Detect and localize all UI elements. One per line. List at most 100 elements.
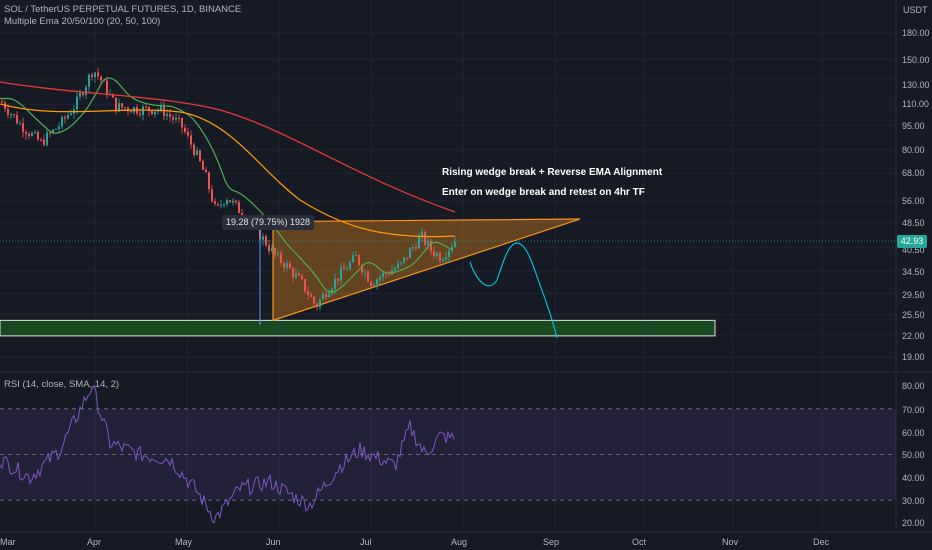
candle (124, 107, 126, 109)
candle (448, 250, 450, 258)
currency-unit: USDT (903, 5, 928, 15)
rsi-line (0, 384, 455, 524)
candle (106, 80, 108, 95)
candle (400, 262, 402, 264)
candle (181, 117, 183, 128)
price-tick: 56.00 (902, 196, 925, 206)
rsi-tick: 70.00 (902, 405, 925, 415)
candle (151, 110, 153, 115)
candle (223, 204, 225, 206)
candle (316, 303, 318, 308)
candle (277, 253, 279, 255)
candle (193, 144, 195, 155)
price-tick: 180.00 (902, 28, 930, 38)
candle (340, 267, 342, 281)
rising-wedge[interactable] (272, 218, 581, 322)
candle (313, 296, 315, 304)
candle (301, 275, 303, 280)
candle (358, 255, 360, 266)
candle (37, 132, 39, 140)
candle (370, 281, 372, 287)
candle (439, 253, 441, 262)
candle (319, 299, 321, 308)
candle (208, 172, 210, 190)
candle (361, 265, 363, 273)
candle (274, 248, 276, 255)
ema-indicator-label[interactable]: Multiple Ema 20/50/100 (20, 50, 100) (4, 16, 161, 27)
candle (79, 92, 81, 97)
candle (217, 203, 219, 206)
candle (76, 96, 78, 110)
candle (418, 236, 420, 249)
annotation-entry-plan[interactable]: Enter on wedge break and retest on 4hr T… (442, 187, 645, 198)
candle (88, 74, 90, 87)
price-tick: 34.50 (902, 267, 925, 277)
price-tick: 25.50 (902, 310, 925, 320)
candle (43, 139, 45, 145)
candle (187, 132, 189, 136)
candle (346, 268, 348, 270)
time-tick: Dec (813, 537, 830, 547)
time-tick: Apr (87, 537, 102, 547)
time-tick: Jul (360, 537, 372, 547)
time-tick: Mar (0, 537, 16, 547)
candle (196, 150, 198, 155)
candle (85, 86, 87, 96)
price-tick: 80.00 (902, 145, 925, 155)
candle (427, 241, 429, 245)
projection-path[interactable] (469, 242, 558, 339)
candle (226, 200, 228, 205)
rsi-indicator-label[interactable]: RSI (14, close, SMA, 14, 2) (4, 379, 120, 390)
support-zone[interactable] (0, 319, 716, 337)
candle (280, 253, 282, 263)
candle (1, 101, 3, 103)
candle (454, 241, 456, 248)
candle (25, 132, 27, 134)
candle (292, 268, 294, 278)
candle (376, 279, 378, 285)
candle (112, 94, 114, 98)
candle (364, 271, 366, 273)
candle (40, 139, 42, 141)
candle (115, 97, 117, 112)
rsi-tick: 50.00 (902, 450, 925, 460)
measure-label[interactable]: 19.28 (79.75%) 1928 (222, 215, 315, 230)
price-tick: 110.00 (902, 99, 929, 109)
candle (394, 268, 396, 271)
candle (232, 200, 234, 203)
candle (160, 104, 162, 110)
candle (205, 170, 207, 173)
price-tick: 95.00 (902, 121, 925, 131)
candle (436, 253, 438, 256)
candle (268, 245, 270, 252)
candle (415, 247, 417, 249)
candle (304, 279, 306, 292)
candle (214, 201, 216, 204)
price-tick: 29.50 (902, 290, 925, 300)
candle (67, 114, 69, 119)
candle (7, 109, 9, 115)
candle (409, 248, 411, 259)
candle (28, 133, 30, 136)
candle (352, 255, 354, 263)
candle (202, 161, 204, 171)
price-tick: 68.00 (902, 168, 925, 178)
candle (130, 111, 132, 113)
candle (298, 273, 300, 276)
candle (19, 123, 21, 125)
candle (97, 72, 99, 77)
candle (388, 273, 390, 275)
rsi-tick: 80.00 (902, 381, 925, 391)
candle (16, 114, 18, 124)
candle (367, 271, 369, 282)
candle (31, 132, 33, 136)
candle (286, 263, 288, 268)
time-tick: Aug (451, 537, 468, 547)
annotation-wedge-break[interactable]: Rising wedge break + Reverse EMA Alignme… (442, 167, 663, 178)
candle (211, 189, 213, 202)
candle (430, 241, 432, 251)
last-price-badge: 42.93 (897, 235, 927, 248)
candle (34, 132, 36, 134)
